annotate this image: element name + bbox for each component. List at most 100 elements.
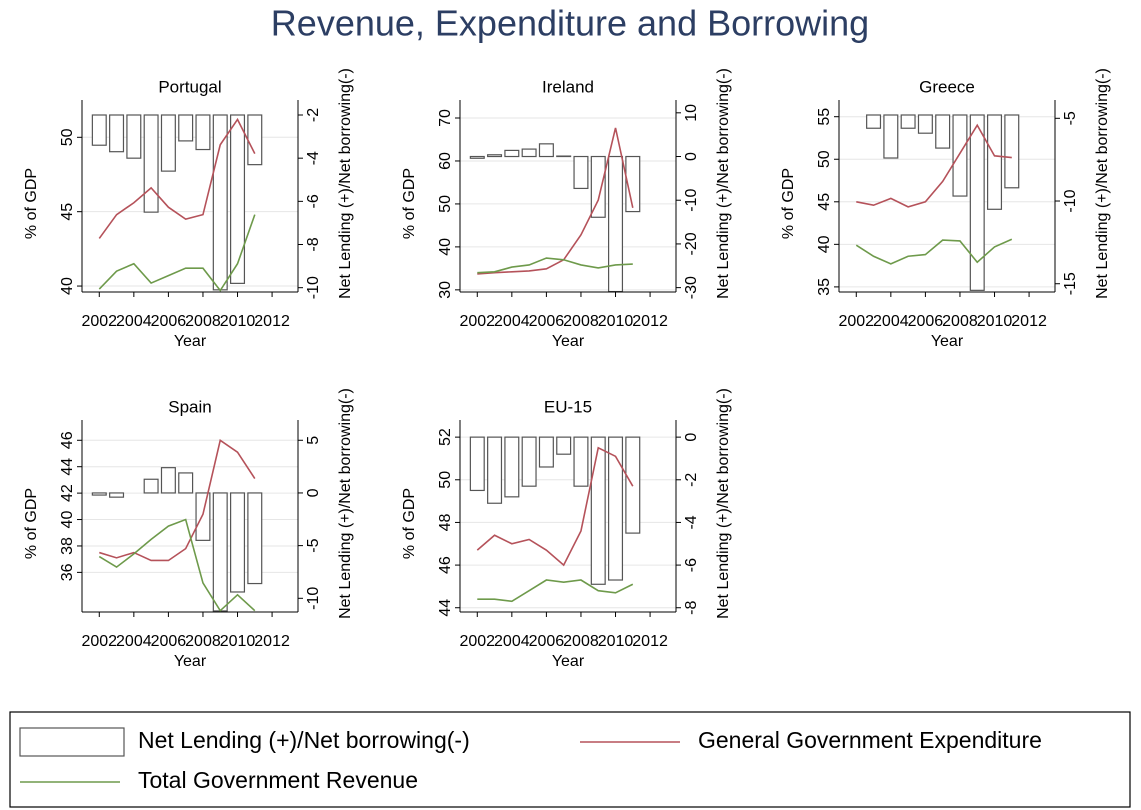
y-axis-label: % of GDP <box>23 488 40 559</box>
y2-axis-label: Net Lending (+)/Net borrowing(-) <box>337 68 354 299</box>
y-axis-label: % of GDP <box>780 168 797 239</box>
x-axis-label: Year <box>552 333 585 350</box>
panel-title: Spain <box>168 397 211 416</box>
line <box>476 446 634 567</box>
bar <box>1004 114 1020 189</box>
x-tick-label: 2002 <box>838 313 874 330</box>
x-tick-label: 2002 <box>81 313 117 330</box>
bar <box>987 114 1003 210</box>
y-tick-label: 52 <box>437 428 454 446</box>
x-tick-label: 2008 <box>185 313 221 330</box>
x-tick-label: 2004 <box>494 313 530 330</box>
bar <box>590 155 606 218</box>
x-tick-label: 2008 <box>563 633 599 650</box>
y2-axis-label: Net Lending (+)/Net borrowing(-) <box>1094 68 1111 299</box>
y-tick-label: 55 <box>816 108 833 126</box>
bar <box>230 114 246 284</box>
bar <box>469 155 485 159</box>
bar <box>230 492 246 593</box>
x-tick-label: 2006 <box>529 633 565 650</box>
y2-tick-label: -2 <box>683 473 700 487</box>
panel-title: EU-15 <box>544 397 592 416</box>
y-tick-label: 60 <box>437 152 454 170</box>
x-tick-label: 2004 <box>494 633 530 650</box>
line <box>98 518 256 612</box>
x-tick-label: 2008 <box>942 313 978 330</box>
x-tick-label: 2002 <box>81 633 117 650</box>
panel-title: Ireland <box>542 77 594 96</box>
bar <box>935 114 951 149</box>
line <box>477 257 633 274</box>
y2-tick-label: -30 <box>683 276 700 299</box>
bar <box>952 114 968 197</box>
x-tick-label: 2008 <box>563 313 599 330</box>
x-tick-label: 2004 <box>116 313 152 330</box>
y-tick-label: 36 <box>59 563 76 581</box>
y2-tick-label: -8 <box>305 237 322 251</box>
y2-tick-label: -10 <box>305 276 322 299</box>
y-tick-label: 50 <box>816 150 833 168</box>
legend-label: General Government Expenditure <box>698 727 1042 753</box>
y-tick-label: 50 <box>437 471 454 489</box>
line <box>477 579 634 603</box>
bar <box>487 436 503 504</box>
bar <box>109 114 125 153</box>
bar <box>195 114 211 151</box>
x-tick-label: 2010 <box>220 633 256 650</box>
y-tick-label: 46 <box>437 556 454 574</box>
y2-axis-label: Net Lending (+)/Net borrowing(-) <box>337 388 354 619</box>
x-axis-label: Year <box>174 333 207 350</box>
x-tick-label: 2008 <box>185 633 221 650</box>
line <box>856 123 1012 208</box>
y2-tick-label: 10 <box>683 104 700 122</box>
bar <box>143 114 159 213</box>
x-tick-label: 2006 <box>151 633 187 650</box>
y2-tick-label: 5 <box>305 436 322 445</box>
bar <box>178 472 194 494</box>
bar <box>590 436 606 585</box>
plot-area <box>91 438 263 612</box>
bar <box>625 155 641 213</box>
x-tick-label: 2006 <box>529 313 565 330</box>
y2-tick-label: -15 <box>1062 272 1079 295</box>
y-tick-label: 42 <box>59 484 76 502</box>
bar <box>900 114 916 129</box>
x-tick-label: 2010 <box>598 633 634 650</box>
bar <box>160 467 176 494</box>
bar <box>504 436 520 498</box>
y-tick-label: 50 <box>437 195 454 213</box>
plot-area <box>469 127 641 293</box>
bar <box>608 155 624 293</box>
y-tick-label: 30 <box>437 281 454 299</box>
y-tick-label: 48 <box>437 513 454 531</box>
x-tick-label: 2004 <box>873 313 909 330</box>
plot-area <box>91 114 263 292</box>
x-axis-label: Year <box>552 653 585 670</box>
y2-tick-label: 0 <box>305 488 322 497</box>
bar <box>556 436 572 455</box>
y2-tick-label: -5 <box>305 538 322 552</box>
bar <box>969 114 985 291</box>
y2-tick-label: -4 <box>683 515 700 529</box>
y-tick-label: 44 <box>437 599 454 617</box>
y-tick-label: 40 <box>816 235 833 253</box>
x-tick-label: 2012 <box>254 633 290 650</box>
x-tick-label: 2004 <box>116 633 152 650</box>
bar <box>91 114 107 146</box>
y-tick-label: 38 <box>59 537 76 555</box>
bar <box>504 149 520 158</box>
bar <box>160 114 176 172</box>
x-tick-label: 2012 <box>632 313 668 330</box>
bar <box>487 154 503 158</box>
x-tick-label: 2012 <box>632 633 668 650</box>
y-tick-label: 45 <box>59 203 76 221</box>
y2-axis-label: Net Lending (+)/Net borrowing(-) <box>715 68 732 299</box>
chart-title: Revenue, Expenditure and Borrowing <box>271 3 869 44</box>
y2-tick-label: -20 <box>683 232 700 255</box>
bar <box>143 478 159 494</box>
bar <box>866 114 882 129</box>
bar <box>538 143 554 158</box>
bar <box>195 492 211 541</box>
